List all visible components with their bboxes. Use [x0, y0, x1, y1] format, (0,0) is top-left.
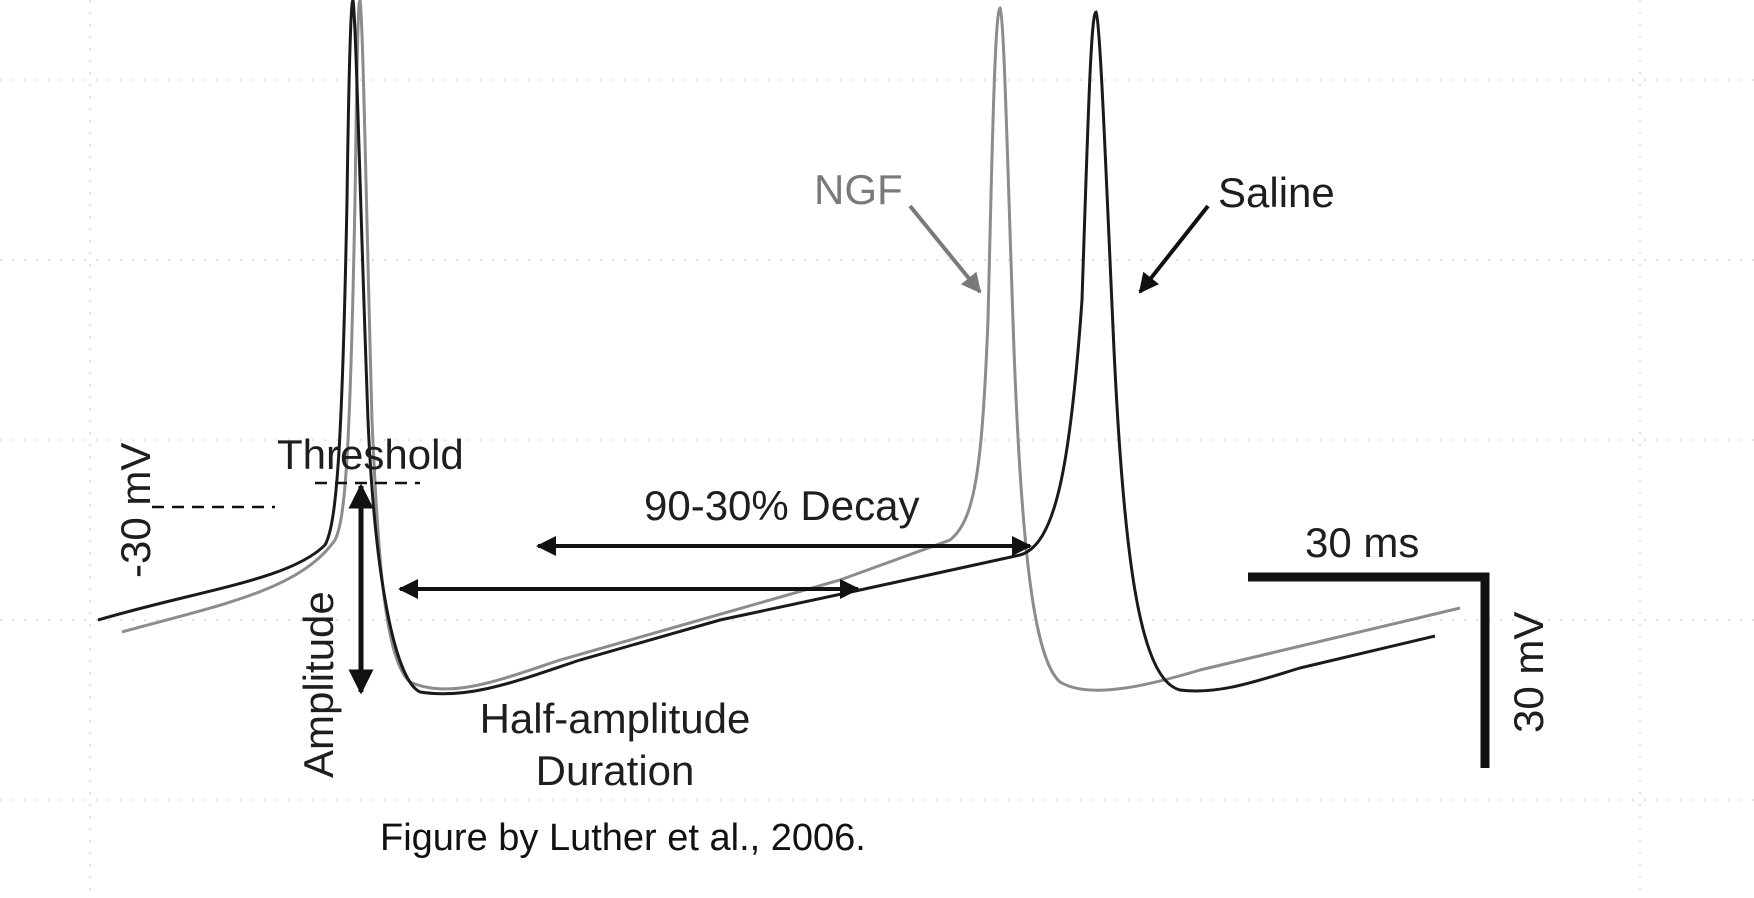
ngf-pointer-arrow — [908, 204, 982, 294]
figure-caption: Figure by Luther et al., 2006. — [380, 817, 866, 859]
amplitude-label: Amplitude — [295, 591, 342, 778]
saline-trace — [97, 0, 1436, 696]
threshold-label: Threshold — [277, 431, 464, 478]
ngf-label: NGF — [814, 166, 903, 213]
scale-time-label: 30 ms — [1305, 519, 1419, 566]
saline-pointer-arrow — [1138, 204, 1210, 294]
half-amplitude-label-line2: Duration — [536, 747, 695, 794]
minus30mv-label: -30 mV — [112, 443, 159, 578]
scale-bar — [1248, 572, 1490, 768]
scale-voltage-label: 30 mV — [1505, 612, 1552, 733]
ngf-trace — [121, 0, 1461, 692]
decay-label: 90-30% Decay — [644, 482, 919, 529]
half-amplitude-label-line1: Half-amplitude — [480, 695, 751, 742]
saline-label: Saline — [1218, 169, 1335, 216]
